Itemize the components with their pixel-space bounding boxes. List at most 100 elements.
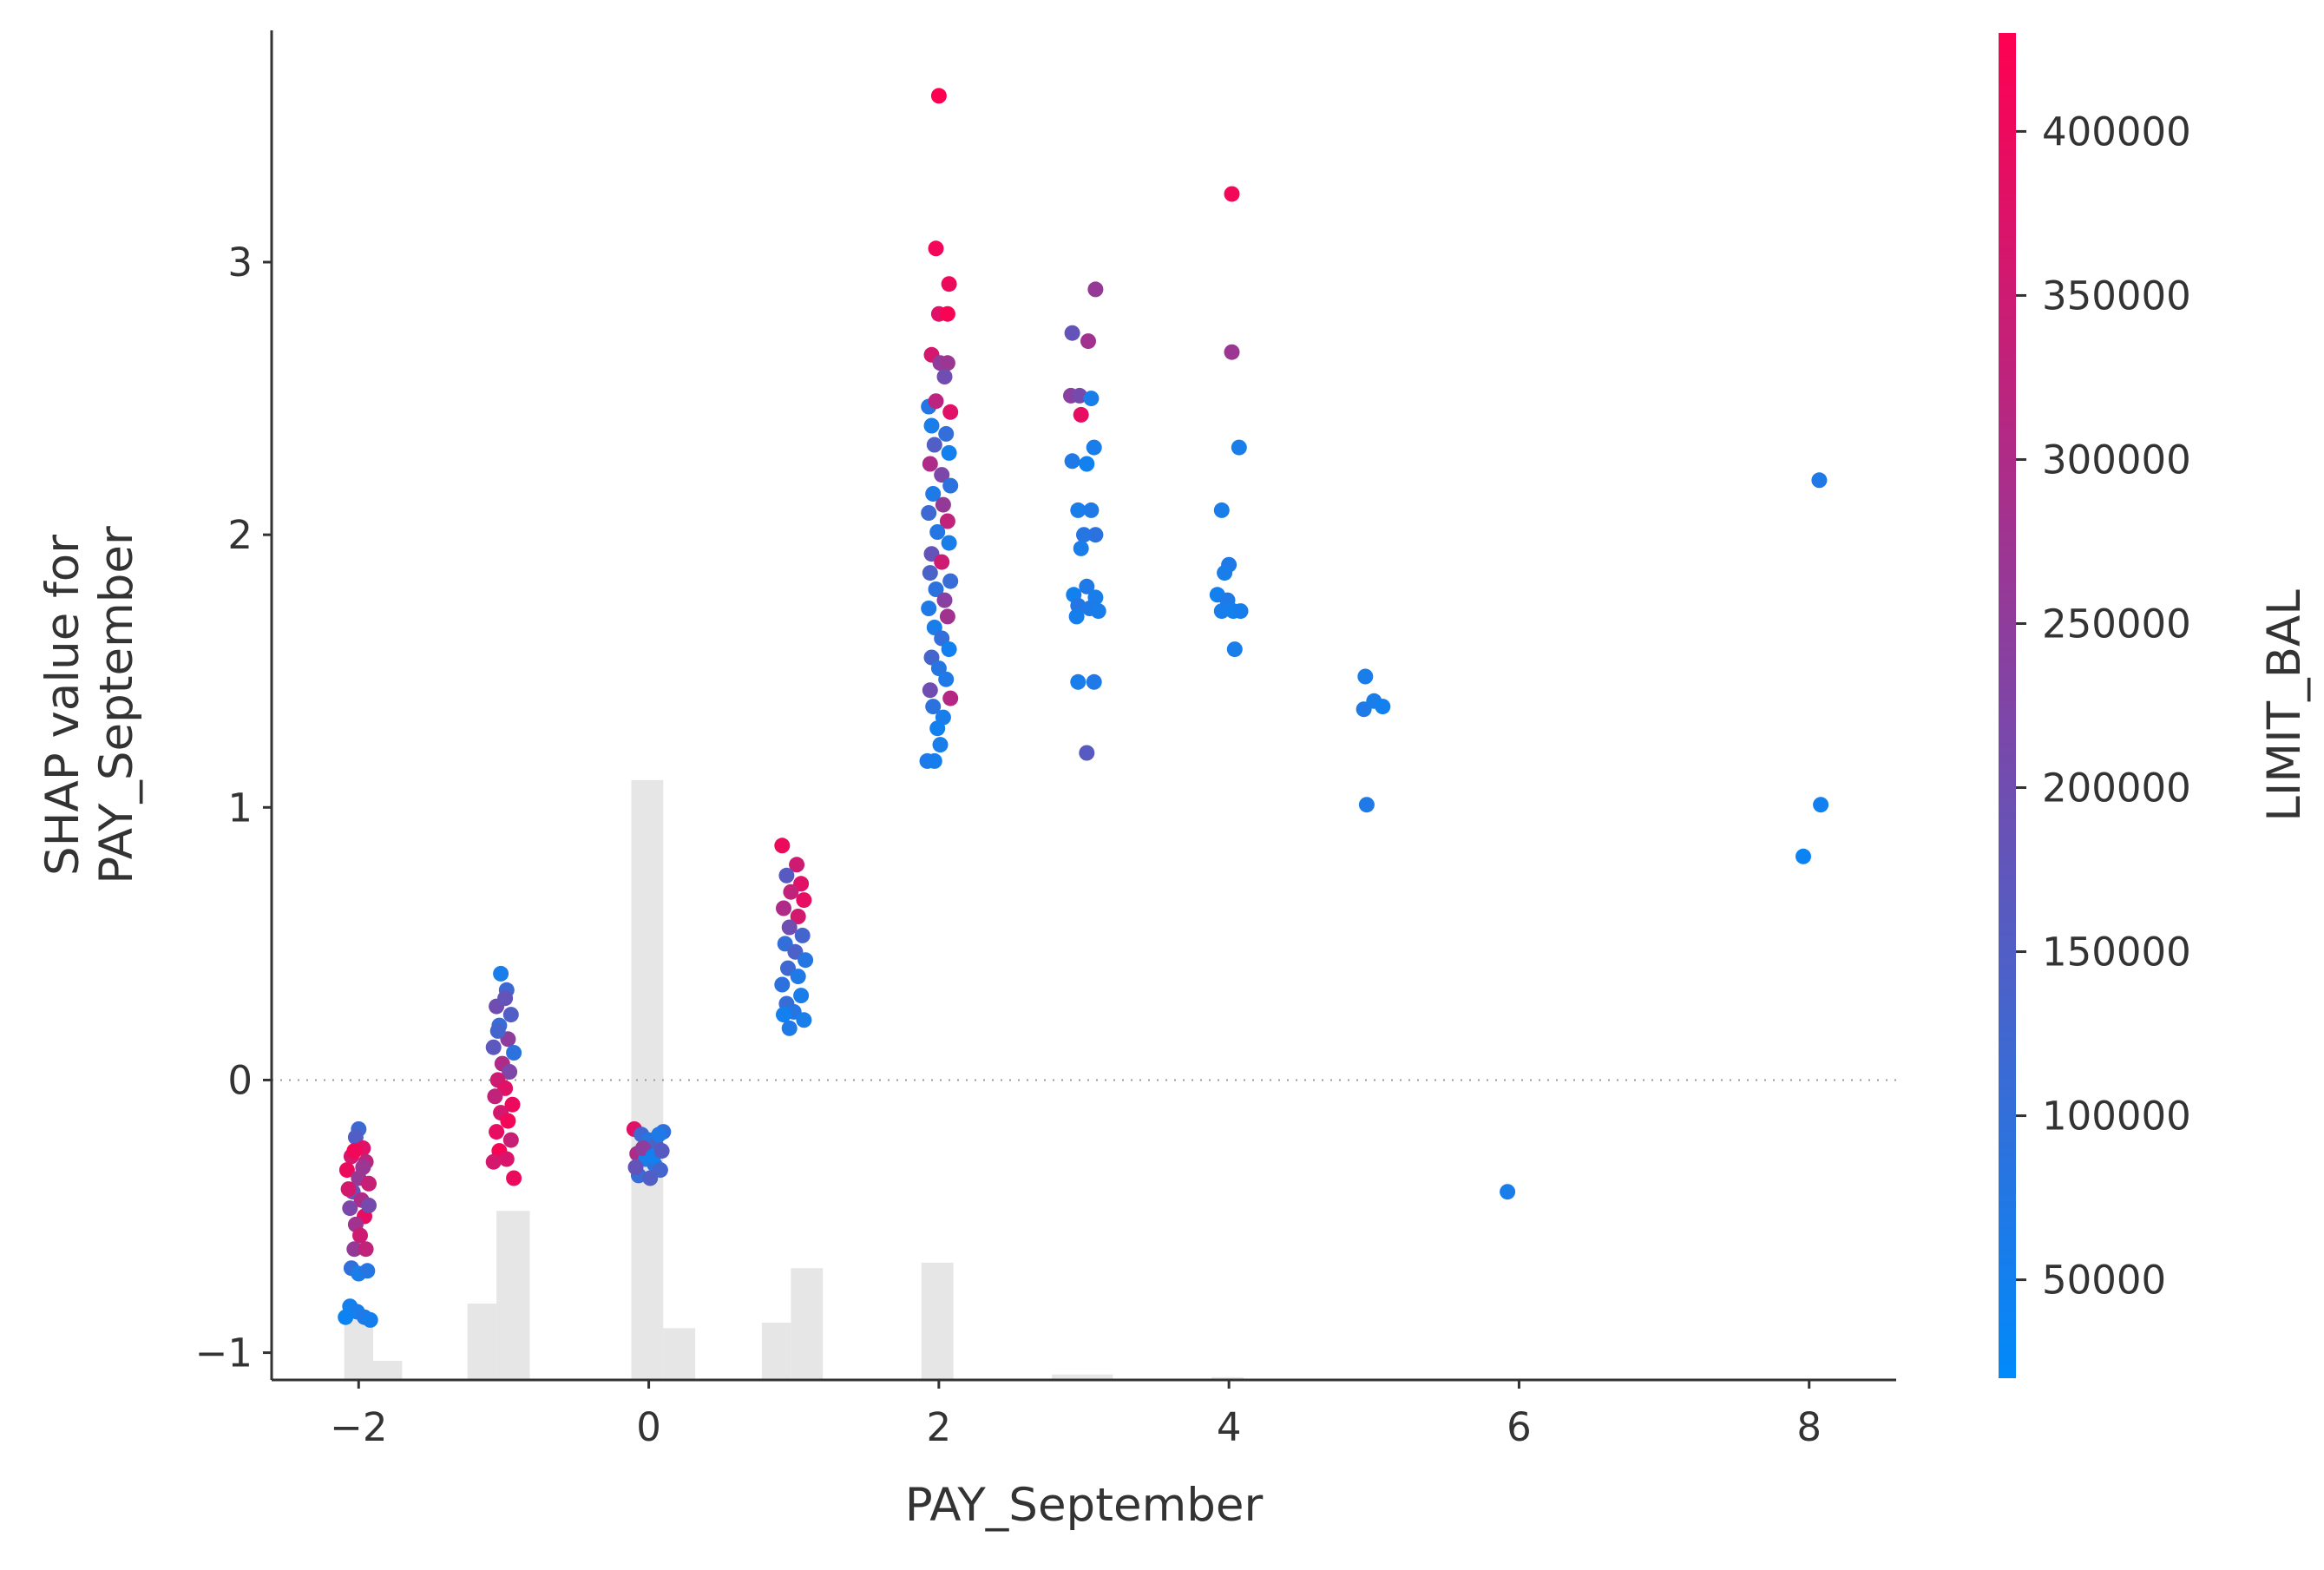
colorbar-tick-label: 350000: [2042, 273, 2191, 319]
x-tick-label: 6: [1507, 1404, 1532, 1450]
data-point-41: [504, 1096, 521, 1113]
data-point-150: [1076, 527, 1092, 543]
data-point-18: [359, 1263, 376, 1279]
x-tick-label: −2: [330, 1404, 387, 1450]
data-point-182: [1796, 848, 1811, 864]
data-point-148: [1083, 502, 1100, 518]
data-point-139: [1087, 281, 1104, 298]
data-point-27: [361, 1197, 377, 1213]
data-point-116: [934, 554, 950, 570]
scatter-points: [338, 88, 1829, 1328]
data-point-47: [498, 1151, 515, 1167]
y-axis-title-line-2: PAY_September: [90, 526, 143, 884]
data-point-165: [1231, 439, 1247, 456]
data-point-13: [352, 1227, 368, 1244]
data-point-158: [1068, 608, 1085, 625]
data-point-75: [790, 909, 806, 924]
y-axis-title-line-1: SHAP value for: [36, 535, 89, 876]
data-point-180: [1811, 472, 1828, 489]
data-point-63: [651, 1127, 667, 1143]
data-point-120: [936, 592, 953, 608]
data-point-31: [502, 1007, 519, 1023]
data-point-146: [1079, 456, 1095, 472]
data-point-67: [653, 1143, 670, 1159]
colorbar-tick-label: 400000: [2042, 108, 2191, 154]
data-point-43: [500, 1113, 516, 1129]
data-point-145: [1064, 453, 1080, 470]
data-point-131: [925, 699, 942, 715]
data-point-15: [358, 1241, 374, 1258]
data-point-101: [942, 404, 959, 420]
data-point-118: [942, 573, 959, 589]
data-point-112: [939, 513, 955, 529]
colorbar: [1999, 33, 2016, 1378]
x-tick-label: 0: [636, 1404, 661, 1450]
data-point-14: [346, 1241, 363, 1258]
data-point-170: [1213, 603, 1230, 620]
y-tick-label: 0: [227, 1057, 253, 1103]
histogram-bar-1: [373, 1361, 403, 1380]
data-point-162: [1213, 502, 1230, 518]
data-point-129: [922, 682, 938, 699]
data-point-72: [783, 884, 799, 900]
data-point-106: [922, 456, 938, 472]
data-point-163: [1224, 186, 1240, 202]
data-point-70: [778, 867, 795, 884]
data-point-108: [942, 477, 959, 494]
data-point-66: [627, 1159, 644, 1175]
data-point-94: [939, 305, 955, 322]
data-point-89: [776, 1007, 791, 1023]
data-point-177: [1375, 699, 1391, 715]
data-point-48: [506, 1170, 522, 1186]
x-tick-label: 2: [927, 1404, 952, 1450]
data-point-77: [794, 927, 811, 943]
data-point-80: [798, 952, 814, 969]
data-point-104: [926, 437, 942, 453]
data-point-68: [774, 838, 791, 854]
data-point-25: [355, 1159, 371, 1175]
colorbar-tick-label: 150000: [2042, 930, 2191, 976]
colorbar-ticks: 50000 100000 150000 200000 250000 300000 35000…: [2016, 108, 2191, 1304]
data-point-137: [1064, 325, 1080, 341]
y-tick-label: −1: [195, 1330, 253, 1376]
data-point-147: [1070, 502, 1087, 518]
data-point-125: [941, 641, 957, 658]
data-point-23: [362, 1311, 378, 1328]
x-axis-title: PAY_September: [905, 1479, 1264, 1532]
colorbar-tick-label: 200000: [2042, 765, 2191, 811]
data-point-49: [485, 1153, 502, 1170]
data-point-98: [936, 369, 953, 384]
histogram-bar-2: [467, 1304, 496, 1380]
colorbar-tick-label: 50000: [2042, 1258, 2166, 1304]
data-point-181: [1813, 797, 1829, 813]
data-point-24: [346, 1143, 363, 1159]
data-point-144: [1086, 439, 1102, 456]
colorbar-tick-label: 300000: [2042, 437, 2191, 483]
data-point-113: [929, 524, 946, 540]
data-point-34: [485, 1039, 502, 1055]
data-point-51: [489, 1022, 506, 1039]
data-point-164: [1224, 344, 1240, 360]
data-point-134: [932, 737, 949, 753]
data-point-159: [1070, 673, 1087, 690]
data-point-35: [506, 1045, 522, 1061]
data-point-111: [921, 505, 937, 521]
data-point-179: [1500, 1184, 1516, 1200]
data-point-37: [502, 1064, 518, 1080]
x-tick-label: 8: [1796, 1404, 1822, 1450]
data-point-151: [1073, 540, 1089, 556]
data-point-107: [934, 467, 950, 483]
histogram-bar-7: [791, 1268, 824, 1380]
data-point-7: [361, 1175, 377, 1192]
data-point-44: [489, 1124, 505, 1140]
data-point-119: [928, 581, 944, 597]
colorbar-tick-label: 250000: [2042, 601, 2191, 647]
data-point-121: [921, 601, 937, 616]
data-point-40: [487, 1088, 503, 1105]
data-point-22: [338, 1309, 354, 1325]
data-point-97: [939, 355, 955, 371]
histogram-bar-0: [344, 1319, 373, 1380]
y-tick-label: 1: [227, 785, 253, 831]
